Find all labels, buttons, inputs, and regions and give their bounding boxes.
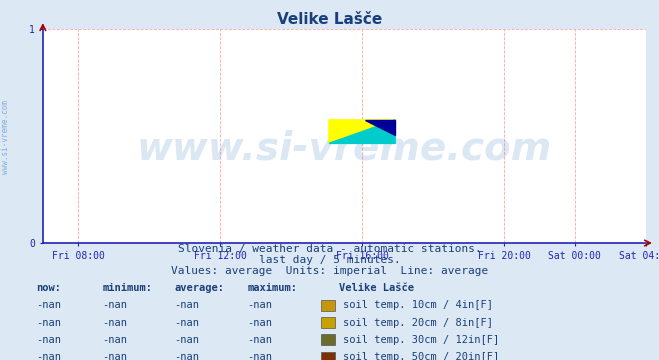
Text: -nan: -nan	[247, 352, 272, 360]
Polygon shape	[329, 120, 395, 143]
Text: -nan: -nan	[36, 300, 61, 310]
Text: last day / 5 minutes.: last day / 5 minutes.	[258, 255, 401, 265]
Text: now:: now:	[36, 283, 61, 293]
Text: -nan: -nan	[247, 318, 272, 328]
Text: soil temp. 20cm / 8in[F]: soil temp. 20cm / 8in[F]	[343, 318, 493, 328]
Text: Velike Lašče: Velike Lašče	[339, 283, 415, 293]
Text: -nan: -nan	[102, 335, 127, 345]
Text: -nan: -nan	[102, 318, 127, 328]
Text: -nan: -nan	[102, 300, 127, 310]
Text: Velike Lašče: Velike Lašče	[277, 12, 382, 27]
Text: average:: average:	[175, 283, 225, 293]
Text: Values: average  Units: imperial  Line: average: Values: average Units: imperial Line: av…	[171, 266, 488, 276]
Text: -nan: -nan	[175, 300, 200, 310]
Text: maximum:: maximum:	[247, 283, 297, 293]
Text: www.si-vreme.com: www.si-vreme.com	[1, 100, 10, 174]
Text: -nan: -nan	[36, 352, 61, 360]
Text: Slovenia / weather data - automatic stations.: Slovenia / weather data - automatic stat…	[178, 244, 481, 254]
Text: -nan: -nan	[175, 318, 200, 328]
Polygon shape	[329, 120, 395, 143]
Text: -nan: -nan	[247, 335, 272, 345]
Text: -nan: -nan	[36, 335, 61, 345]
Text: -nan: -nan	[36, 318, 61, 328]
Text: soil temp. 50cm / 20in[F]: soil temp. 50cm / 20in[F]	[343, 352, 499, 360]
Text: soil temp. 10cm / 4in[F]: soil temp. 10cm / 4in[F]	[343, 300, 493, 310]
Polygon shape	[365, 120, 395, 135]
Text: -nan: -nan	[175, 352, 200, 360]
Text: -nan: -nan	[102, 352, 127, 360]
Text: soil temp. 30cm / 12in[F]: soil temp. 30cm / 12in[F]	[343, 335, 499, 345]
Text: minimum:: minimum:	[102, 283, 152, 293]
Text: www.si-vreme.com: www.si-vreme.com	[136, 130, 552, 168]
Text: -nan: -nan	[247, 300, 272, 310]
Text: -nan: -nan	[175, 335, 200, 345]
